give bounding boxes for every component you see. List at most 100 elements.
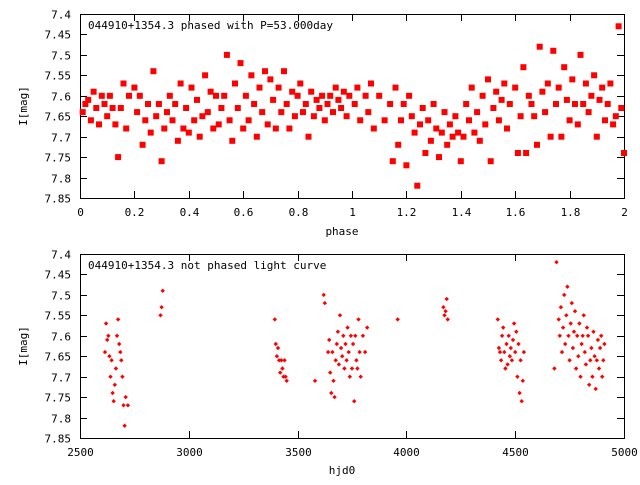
phased-data-point bbox=[123, 125, 130, 132]
unphased-data-point bbox=[442, 313, 447, 318]
phased-data-point bbox=[403, 162, 410, 169]
phased-y-tick-label: 7.45 bbox=[45, 29, 72, 42]
unphased-data-point bbox=[565, 284, 570, 289]
unphased-data-point bbox=[362, 349, 368, 355]
unphased-data-point bbox=[517, 390, 522, 396]
phased-data-point bbox=[427, 137, 434, 144]
phased-data-point bbox=[134, 109, 141, 116]
phased-data-point bbox=[436, 154, 442, 161]
unphased-y-tick-label: 7.85 bbox=[45, 433, 72, 446]
phased-data-point bbox=[264, 121, 271, 128]
unphased-data-point bbox=[343, 341, 348, 347]
unphased-data-point bbox=[579, 341, 584, 347]
unphased-data-point bbox=[563, 341, 568, 347]
unphased-x-axis-label: hjd0 bbox=[329, 464, 356, 477]
unphased-data-point bbox=[360, 333, 366, 338]
phased-data-point bbox=[145, 101, 151, 107]
phased-data-point bbox=[294, 92, 301, 99]
phased-data-point bbox=[120, 80, 127, 87]
phased-data-point bbox=[406, 92, 413, 99]
unphased-data-point bbox=[496, 345, 502, 351]
phased-data-point bbox=[550, 47, 557, 54]
phased-data-point bbox=[365, 109, 372, 116]
unphased-x-axis: 2500 3000 3500 4000 4500 5000 bbox=[67, 254, 638, 459]
phased-x-tick-label: 1.8 bbox=[561, 206, 581, 219]
phased-data-point bbox=[381, 117, 388, 124]
phased-data-point bbox=[476, 137, 483, 144]
phased-data-point bbox=[272, 125, 279, 132]
phased-data-point bbox=[376, 92, 383, 99]
unphased-data-point bbox=[344, 358, 349, 363]
phased-data-point bbox=[300, 109, 306, 116]
phased-data-point bbox=[539, 88, 546, 95]
unphased-data-point bbox=[111, 399, 116, 404]
unphased-data-point bbox=[350, 341, 356, 347]
unphased-data-point bbox=[273, 341, 278, 347]
phased-data-point bbox=[544, 80, 551, 87]
unphased-data-point bbox=[312, 378, 318, 383]
unphased-data-point bbox=[499, 333, 505, 338]
unphased-data-point bbox=[102, 349, 108, 355]
unphased-data-point bbox=[511, 321, 517, 326]
unphased-data-point bbox=[333, 358, 338, 363]
unphased-data-point bbox=[506, 333, 511, 338]
unphased-data-point bbox=[595, 337, 601, 343]
unphased-data-point bbox=[497, 349, 503, 355]
phased-x-tick-label: 0.4 bbox=[180, 206, 200, 219]
unphased-data-point bbox=[354, 358, 359, 363]
phased-data-point bbox=[569, 76, 576, 83]
unphased-x-tick-label: 4000 bbox=[393, 446, 420, 459]
unphased-data-point bbox=[112, 382, 117, 387]
phased-data-point bbox=[188, 84, 195, 91]
unphased-data-point bbox=[160, 288, 165, 293]
phased-data-point bbox=[498, 96, 505, 103]
phased-data-point bbox=[414, 182, 421, 189]
phased-data-point bbox=[153, 113, 160, 120]
phased-data-point bbox=[335, 96, 342, 103]
phased-data-point bbox=[351, 101, 358, 107]
phased-data-point bbox=[324, 101, 331, 107]
phased-data-point bbox=[493, 88, 500, 95]
unphased-data-point bbox=[575, 333, 580, 338]
phased-data-point bbox=[392, 84, 399, 91]
unphased-data-point bbox=[349, 366, 355, 371]
phased-data-point bbox=[310, 113, 317, 120]
unphased-data-point bbox=[327, 337, 332, 343]
phased-data-point bbox=[316, 105, 323, 111]
phased-y-tick-label: 7.8 bbox=[51, 173, 71, 186]
unphased-data-point bbox=[600, 374, 605, 379]
phased-data-point bbox=[164, 109, 170, 116]
phased-data-point bbox=[487, 158, 494, 165]
unphased-data-point bbox=[560, 325, 566, 330]
unphased-data-point bbox=[589, 345, 594, 351]
unphased-data-point bbox=[508, 345, 513, 351]
phased-data-point bbox=[136, 92, 143, 99]
phased-data-point bbox=[221, 92, 228, 99]
unphased-data-point bbox=[335, 329, 341, 334]
unphased-data-point bbox=[576, 354, 581, 359]
phased-data-point bbox=[452, 113, 459, 120]
phased-data-point bbox=[444, 141, 451, 148]
phased-data-point bbox=[139, 141, 146, 148]
phased-data-point bbox=[596, 96, 603, 103]
unphased-data-point bbox=[573, 366, 579, 371]
unphased-y-axis-label: I[mag] bbox=[17, 326, 30, 366]
unphased-data-point bbox=[118, 349, 123, 355]
phased-data-point bbox=[457, 158, 464, 165]
phased-data-point bbox=[229, 137, 236, 144]
phased-data-point bbox=[495, 117, 502, 124]
unphased-y-axis: 7.4 7.45 7.5 7.55 7.6 7.65 7.7 7.75 7.8 7.85 bbox=[45, 249, 624, 446]
phased-data-point bbox=[346, 92, 353, 99]
unphased-data-point bbox=[395, 317, 400, 322]
phased-data-point bbox=[460, 133, 467, 140]
unphased-data-point bbox=[284, 378, 289, 383]
unphased-data-point bbox=[514, 329, 519, 334]
phased-data-point bbox=[607, 80, 614, 87]
phased-data-point bbox=[180, 125, 187, 132]
phased-data-point bbox=[400, 101, 407, 107]
phased-data-point bbox=[411, 129, 418, 136]
phased-data-point bbox=[85, 96, 92, 103]
unphased-data-point bbox=[353, 333, 358, 338]
phased-data-point bbox=[615, 23, 622, 30]
